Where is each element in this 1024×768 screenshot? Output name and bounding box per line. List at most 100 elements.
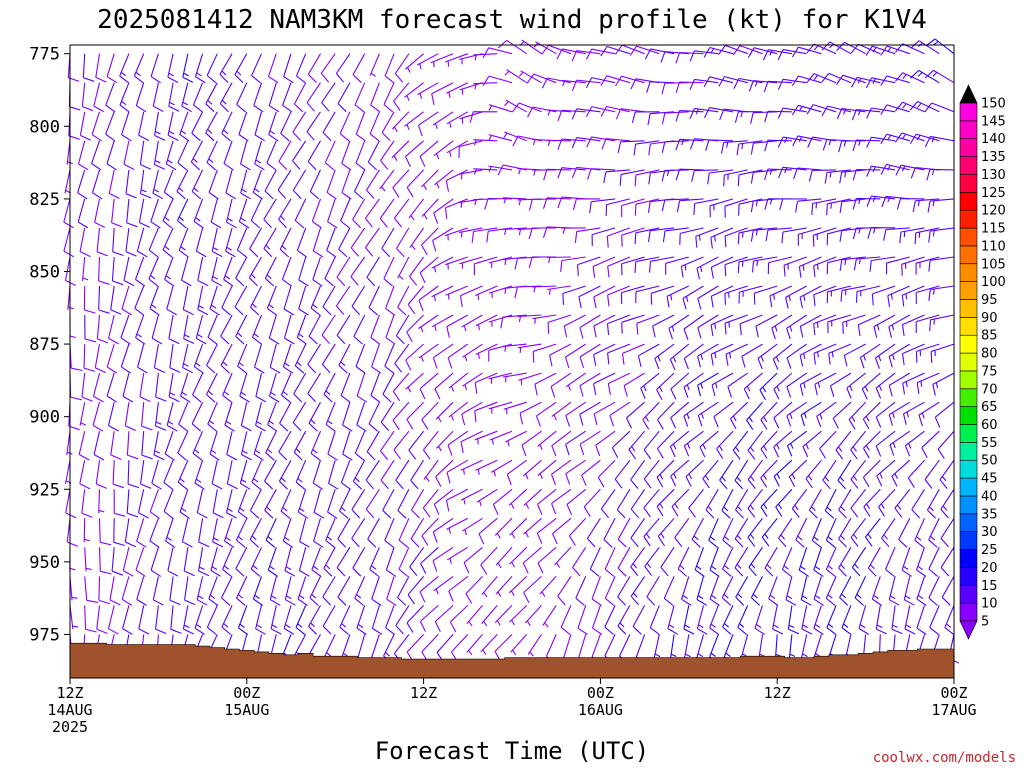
wind-barb [121,576,133,606]
wind-barb [474,285,498,300]
wind-barb [406,634,425,662]
wind-barb [409,227,425,250]
wind-barb [632,605,646,635]
wind-barb [581,459,601,486]
wind-barb [875,372,896,399]
wind-barb [593,343,616,366]
wind-barb [379,198,395,228]
wind-barb [69,576,78,601]
wind-barb [473,168,498,175]
wind-barb [150,547,161,577]
wind-barb [537,546,557,574]
wind-barb [350,256,366,286]
wind-barb [550,459,572,486]
wind-barb [394,343,410,373]
wind-barb [661,82,689,95]
wind-barb [111,547,123,576]
wind-barb [791,46,822,58]
wind-barb [813,314,837,336]
wind-barb [839,576,852,606]
wind-barb [193,198,204,229]
wind-barb [254,343,265,374]
wind-barb [503,372,527,383]
wind-barb [77,169,88,200]
wind-barb [309,576,321,606]
wind-barb [382,489,395,519]
wind-barb [307,343,321,374]
wind-barb [551,401,572,421]
wind-barb [446,140,469,157]
wind-barb [631,111,660,124]
wind-barb [822,459,837,490]
x-tick-label: 00Z [940,684,967,702]
wind-barb [140,169,152,199]
wind-barb [619,169,645,186]
wind-barb [488,104,513,113]
wind-barb [799,285,822,309]
wind-barb [195,314,207,345]
wind-barb [759,372,778,401]
wind-barb [107,402,119,432]
wind-barb [98,576,110,605]
wind-barb [757,343,778,370]
wind-barb [662,227,689,243]
wind-barb [771,314,793,340]
wind-barb [341,140,352,171]
wind-barb [462,517,483,536]
wind-barb [240,402,252,432]
wind-barb [509,517,528,539]
wind-barb [151,314,163,345]
wind-barb [124,402,137,432]
wind-barb [458,198,483,208]
colorbar-label: 100 [981,275,1006,290]
wind-barb [447,343,469,369]
wind-barb [492,488,513,516]
wind-barb [648,140,675,156]
wind-barb [561,227,586,234]
wind-barb [384,343,395,374]
wind-barb [842,314,866,334]
wind-barb [518,70,542,84]
wind-barb [907,459,925,488]
wind-barb [149,285,160,316]
wind-barb [846,372,866,399]
wind-barb [888,372,911,397]
wind-barb [295,459,307,490]
wind-barb [355,111,366,142]
colorbar-box [959,192,978,211]
wind-barb [587,168,616,180]
wind-barb [98,285,110,314]
wind-barb [337,82,351,113]
wind-barb [839,198,866,214]
wind-barb [503,401,527,415]
wind-barb [557,109,586,122]
wind-barb [528,198,557,211]
wind-barb [292,111,307,141]
x-tick-label: 17AUG [931,701,976,719]
wind-barb [747,430,763,460]
wind-barb [534,372,557,396]
colorbar-label: 80 [981,347,998,362]
colorbar-box [959,299,978,318]
wind-barb [418,343,439,362]
wind-barb [338,227,351,258]
wind-barb [777,49,807,61]
colorbar-box [959,477,978,497]
wind-barb [867,227,896,239]
wind-barb [68,82,81,111]
wind-barb [98,518,112,546]
wind-barb [432,517,454,543]
wind-barb [123,256,135,287]
wind-barb [670,459,690,487]
wind-barb [894,72,925,84]
wind-barb [772,343,793,370]
wind-barb [340,372,351,403]
wind-barb [462,372,483,391]
wind-barb [909,133,940,145]
wind-barb [904,605,916,635]
x-tick-label: 2025 [52,718,88,736]
wind-barb [64,256,77,286]
wind-barb [532,314,557,324]
wind-barb [369,111,380,142]
wind-barb [279,227,292,258]
